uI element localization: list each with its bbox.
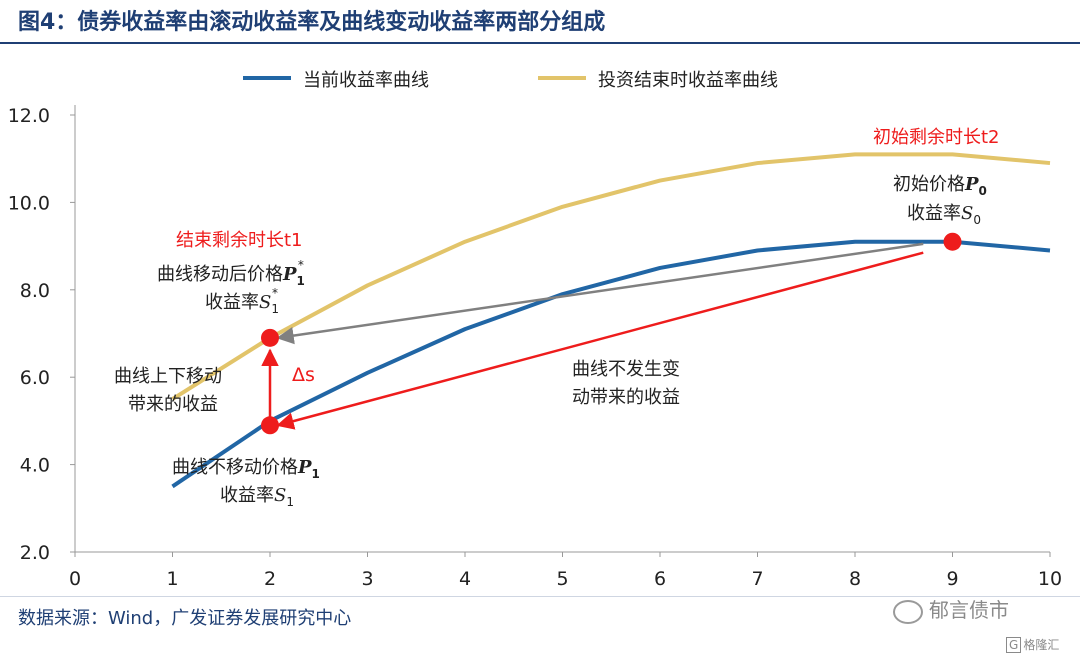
y-tick-label: 10.0 (8, 192, 50, 214)
x-tick-label: 9 (946, 568, 958, 590)
x-tick-label: 3 (361, 568, 373, 590)
watermark-gelonghui-text: 格隆汇 (1023, 638, 1060, 652)
x-tick-label: 6 (654, 568, 666, 590)
watermark: 郁言债市 (893, 594, 1009, 624)
point-p1 (261, 416, 279, 435)
y-ticks: 2.0 4.0 6.0 8.0 10.0 12.0 (8, 105, 75, 564)
annotation-roll-1: 曲线不发生变 (572, 359, 680, 380)
annotation-p0: 初始价格P0 (893, 174, 987, 198)
x-tick-label: 7 (751, 568, 763, 590)
annotation-p1-star: 曲线移动后价格P1* (157, 258, 305, 288)
x-tick-label: 1 (166, 568, 178, 590)
annotation-shift-2: 带来的收益 (128, 394, 218, 415)
wechat-icon (893, 599, 923, 624)
legend: 当前收益率曲线 投资结束时收益率曲线 (243, 70, 778, 91)
footer-divider (0, 596, 1080, 597)
gelonghui-icon: G (1006, 637, 1022, 653)
point-p0 (943, 232, 962, 251)
y-tick-label: 6.0 (20, 367, 50, 389)
y-tick-label: 8.0 (20, 280, 50, 302)
x-tick-label: 8 (849, 568, 861, 590)
legend-label-end: 投资结束时收益率曲线 (598, 70, 778, 91)
annotation-shift-1: 曲线上下移动 (114, 366, 222, 387)
arrow-roll-down-path (276, 251, 924, 430)
annotation-s1-star: 收益率S1* (205, 286, 279, 316)
x-tick-label: 5 (556, 568, 568, 590)
annotation-t2: 初始剩余时长t2 (873, 127, 1000, 148)
x-tick-label: 4 (459, 568, 471, 590)
title-divider (0, 42, 1080, 44)
arrow-curve-shift-path (276, 242, 924, 345)
y-tick-label: 2.0 (20, 542, 50, 564)
series-line-end-curve (171, 152, 1051, 401)
point-p1-star (261, 328, 279, 347)
series-line-current-curve (171, 239, 1051, 489)
annotation-t1: 结束剩余时长t1 (176, 230, 303, 251)
legend-label-current: 当前收益率曲线 (303, 70, 429, 91)
watermark-text: 郁言债市 (929, 598, 1009, 622)
watermark-gelonghui: G 格隆汇 (1006, 636, 1059, 653)
annotation-delta-s: Δs (292, 364, 315, 386)
x-tick-label: 2 (264, 568, 276, 590)
annotation-p1: 曲线不移动价格P1 (172, 457, 320, 481)
annotation-s0: 收益率S0 (907, 203, 981, 227)
figure-title: 图4：债券收益率由滚动收益率及曲线变动收益率两部分组成 (18, 10, 606, 35)
x-tick-label: 0 (69, 568, 81, 590)
x-tick-label: 10 (1038, 568, 1062, 590)
annotation-s1: 收益率S1 (220, 485, 294, 509)
x-ticks: 0 1 2 3 4 5 6 7 8 9 10 (69, 552, 1062, 590)
y-tick-label: 12.0 (8, 105, 50, 127)
y-tick-label: 4.0 (20, 455, 50, 477)
source-note: 数据来源：Wind，广发证券发展研究中心 (18, 608, 352, 629)
annotation-roll-2: 动带来的收益 (572, 387, 680, 408)
